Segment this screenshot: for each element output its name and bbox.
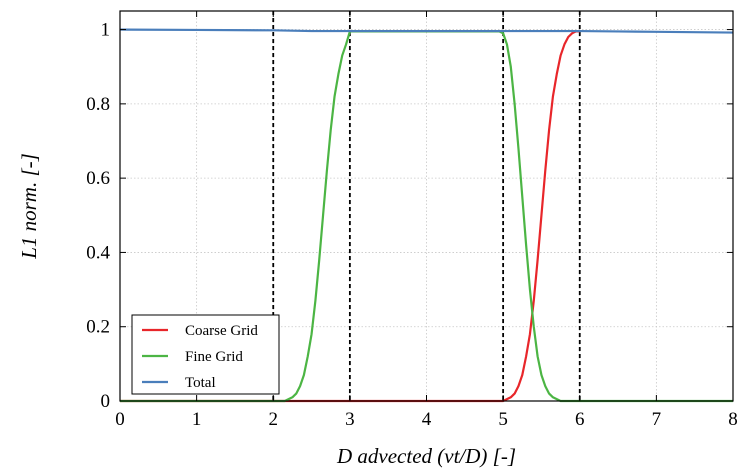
y-tick-label: 0: [101, 391, 111, 412]
x-tick-label: 1: [192, 409, 202, 430]
x-tick-label: 5: [498, 409, 508, 430]
y-tick-label: 0.2: [86, 317, 110, 338]
vertical-reference-lines: [272, 11, 581, 401]
y-tick-label: 1: [101, 20, 111, 41]
x-tick-label: 2: [269, 409, 279, 430]
legend: Coarse Grid Fine Grid Total: [131, 314, 280, 395]
y-axis-label: L1 norm. [-]: [17, 153, 41, 260]
x-tick-label: 8: [728, 409, 738, 430]
legend-label-coarse-grid: Coarse Grid: [185, 323, 258, 339]
x-tick-label: 7: [652, 409, 662, 430]
x-tick-label: 3: [345, 409, 355, 430]
y-tick-label: 0.6: [86, 168, 110, 189]
x-axis-label: D advected (vt/D) [-]: [336, 444, 516, 468]
legend-label-fine-grid: Fine Grid: [185, 349, 243, 365]
y-tick-label: 0.8: [86, 94, 110, 115]
y-tick-label: 0.4: [86, 242, 110, 263]
x-tick-label: 4: [422, 409, 432, 430]
series-line-total: [119, 28, 734, 34]
axis-ticks: 0 1 2 3 4 5 6 7 8 0 0.2 0.4 0.6 0.8 1: [86, 11, 738, 430]
legend-label-total: Total: [185, 375, 216, 391]
x-tick-label: 6: [575, 409, 585, 430]
legend-box: [131, 314, 280, 395]
x-tick-label: 0: [115, 409, 125, 430]
